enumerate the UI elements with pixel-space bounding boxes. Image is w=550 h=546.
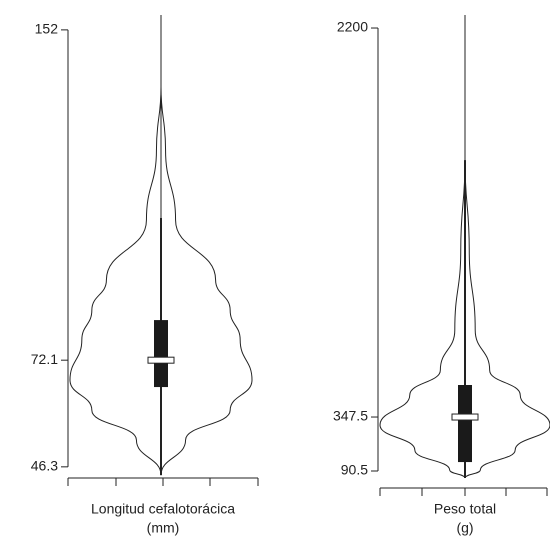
box xyxy=(154,320,168,388)
median xyxy=(147,356,175,364)
x-label-unit: (mm) xyxy=(147,520,180,536)
y-tick-label: 72.1 xyxy=(31,351,58,367)
box xyxy=(458,385,472,463)
x-label: Peso total xyxy=(434,501,496,517)
x-axis-ticks xyxy=(67,477,548,496)
y-tick-label: 347.5 xyxy=(333,408,368,424)
y-tick-label: 46.3 xyxy=(31,458,58,474)
y-tick-label: 90.5 xyxy=(341,462,368,478)
median xyxy=(451,413,479,421)
y-tick-label: 152 xyxy=(35,21,59,37)
x-label: Longitud cefalotorácica xyxy=(91,501,235,517)
y-tick-label: 2200 xyxy=(337,19,368,35)
x-label-unit: (g) xyxy=(456,520,473,536)
